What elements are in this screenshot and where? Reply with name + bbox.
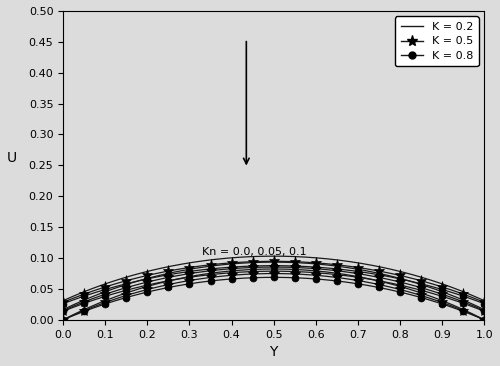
Y-axis label: U: U <box>7 152 17 165</box>
Text: Kn = 0.0, 0.05, 0.1: Kn = 0.0, 0.05, 0.1 <box>202 247 306 257</box>
Legend: K = 0.2, K = 0.5, K = 0.8: K = 0.2, K = 0.5, K = 0.8 <box>395 16 478 67</box>
X-axis label: Y: Y <box>270 345 278 359</box>
